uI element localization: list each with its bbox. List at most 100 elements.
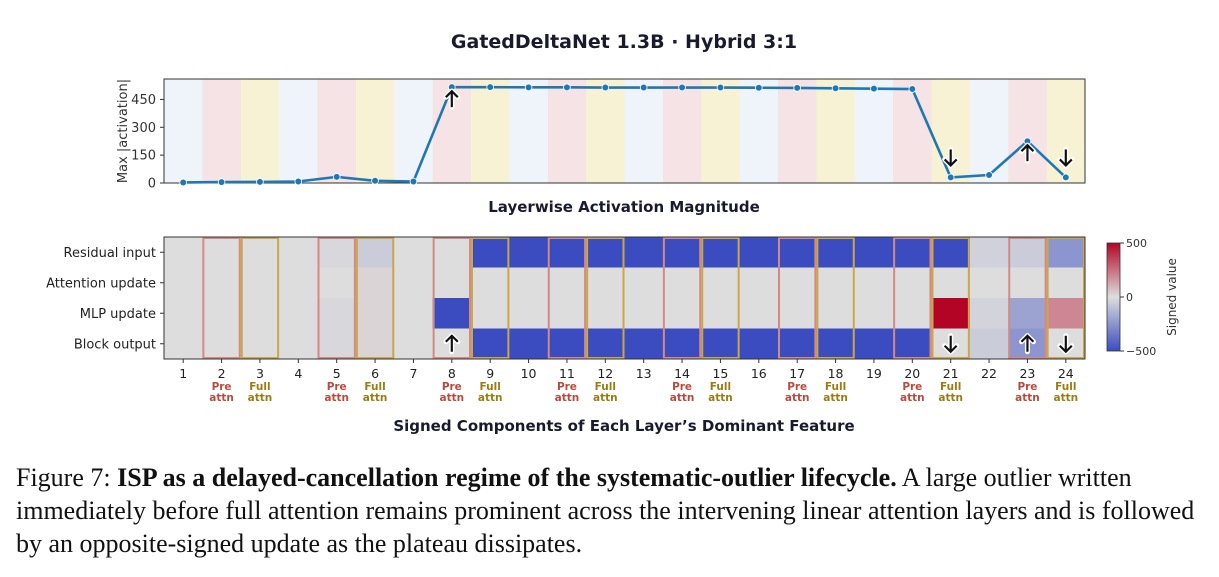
layer-type-label-11-line1: Pre xyxy=(557,381,577,393)
column-border-layer-18 xyxy=(816,237,855,359)
layer-type-label-8-line2: attn xyxy=(440,392,465,404)
column-border-layer-3 xyxy=(240,237,280,359)
column-label-7: 7 xyxy=(409,366,417,381)
layer-band-17 xyxy=(778,79,817,183)
heatmap-cell-r4-layer-16 xyxy=(739,328,779,360)
data-point-layer-24 xyxy=(1062,173,1070,182)
colorbar-tick-label--500: −500 xyxy=(1126,345,1156,358)
column-border-layer-5 xyxy=(317,237,356,359)
heatmap-cell-r2-layer-19 xyxy=(854,267,894,299)
layer-type-label-11-line2: attn xyxy=(555,392,580,404)
heatmap-cell-r1-layer-5 xyxy=(317,237,357,268)
layer-type-label-24-line2: attn xyxy=(1054,392,1079,404)
heatmap-cell-r2-layer-7 xyxy=(394,267,434,299)
heatmap-cell-r1-layer-21 xyxy=(931,237,971,268)
down-arrow-heatmap-layer-21-head xyxy=(943,344,958,354)
heatmap-cell-r3-layer-11 xyxy=(547,298,587,329)
heatmap-cell-r1-layer-8 xyxy=(432,237,472,268)
heatmap-cell-r2-layer-18 xyxy=(816,267,856,299)
heatmap-cell-r1-layer-9 xyxy=(471,237,510,268)
layer-band-15 xyxy=(701,79,741,183)
y-tick-label-0: 0 xyxy=(148,177,156,192)
layer-type-label-18-line2: attn xyxy=(823,392,848,404)
column-label-20: 20 xyxy=(904,366,920,381)
heatmap-cell-r4-layer-1 xyxy=(164,328,203,360)
heatmap-cell-r3-layer-18 xyxy=(816,298,856,329)
data-point-layer-22 xyxy=(985,171,993,179)
heatmap-cell-r4-layer-10 xyxy=(509,328,549,360)
layer-band-18 xyxy=(816,79,856,183)
data-point-layer-21 xyxy=(946,173,955,182)
series-markers xyxy=(179,83,1070,187)
up-arrow-line-layer-23-head xyxy=(1020,143,1035,152)
figure-caption: Figure 7: ISP as a delayed-cancellation … xyxy=(16,461,1208,560)
layer-band-12 xyxy=(586,79,625,183)
up-arrow-line-layer-23 xyxy=(1018,142,1036,164)
data-point-layer-18 xyxy=(831,84,840,93)
heatmap-cell-r3-layer-13 xyxy=(624,298,664,329)
heatmap-cell-r3-layer-6 xyxy=(355,298,395,329)
heatmap-cell-r2-layer-8 xyxy=(432,267,472,299)
layer-type-label-3-line2: attn xyxy=(248,392,273,404)
row-label-2: Attention update xyxy=(46,276,156,291)
column-label-2: 2 xyxy=(218,366,226,381)
layer-type-label-20-line2: attn xyxy=(900,392,925,404)
column-border-layer-23 xyxy=(1008,237,1047,359)
heatmap-cell-r1-layer-16 xyxy=(739,237,779,268)
heatmap-cell-r2-layer-11 xyxy=(547,267,587,299)
data-point-layer-19 xyxy=(870,84,878,93)
heatmap-cell-r1-layer-6 xyxy=(355,237,395,268)
line-chart-subtitle: Layerwise Activation Magnitude xyxy=(488,198,760,216)
heatmap-cell-r2-layer-20 xyxy=(893,267,932,299)
column-border-layer-6 xyxy=(355,237,395,359)
up-arrow-heatmap-layer-23 xyxy=(1018,333,1036,355)
heatmap-cell-r3-layer-7 xyxy=(394,298,434,329)
row-label-3: MLP update xyxy=(80,307,156,322)
heatmap-cell-r2-layer-12 xyxy=(586,267,625,299)
column-border-layer-14 xyxy=(662,237,702,359)
layer-band-9 xyxy=(471,79,510,183)
layer-band-11 xyxy=(547,79,587,183)
data-point-layer-14 xyxy=(678,83,686,92)
up-arrow-heatmap-layer-8-head xyxy=(445,334,459,343)
column-label-15: 15 xyxy=(712,366,728,381)
heatmap-cell-r2-layer-22 xyxy=(969,267,1009,299)
column-label-10: 10 xyxy=(521,366,537,381)
data-point-layer-10 xyxy=(524,83,533,92)
heatmap-cell-r3-layer-20 xyxy=(893,298,932,329)
layer-type-label-12-line2: attn xyxy=(593,392,618,404)
column-label-12: 12 xyxy=(597,366,613,381)
heatmap-cell-r2-layer-24 xyxy=(1046,267,1086,299)
down-arrow-heatmap-layer-24 xyxy=(1057,333,1075,355)
up-arrow-line-layer-8 xyxy=(443,88,461,110)
heatmap-cell-r1-layer-15 xyxy=(701,237,741,268)
heatmap-cell-r4-layer-13 xyxy=(624,328,664,360)
column-label-21: 21 xyxy=(943,366,959,381)
heatmap-cell-r3-layer-5 xyxy=(317,298,357,329)
heatmap-cell-r1-layer-4 xyxy=(279,237,318,268)
heatmap-cell-r3-layer-9 xyxy=(471,298,510,329)
column-border-layer-2 xyxy=(202,237,241,359)
layer-type-label-6-line1: Full xyxy=(364,381,385,393)
column-label-14: 14 xyxy=(674,366,690,381)
heatmap-cell-r1-layer-10 xyxy=(509,237,549,268)
heatmap-cell-r1-layer-14 xyxy=(662,237,702,268)
colorbar-bar xyxy=(1106,242,1121,352)
layer-band-16 xyxy=(739,79,779,183)
layer-band-6 xyxy=(355,79,395,183)
data-point-layer-20 xyxy=(908,85,917,93)
column-label-22: 22 xyxy=(981,366,997,381)
layer-type-label-5-line2: attn xyxy=(324,392,349,404)
colorbar-tick-label-0: 0 xyxy=(1126,291,1133,304)
heatmap-cell-r4-layer-3 xyxy=(240,328,280,360)
layer-type-label-14-line1: Pre xyxy=(672,381,692,393)
heatmap-cell-r3-layer-4 xyxy=(279,298,318,329)
heatmap-cell-r3-layer-22 xyxy=(969,298,1009,329)
heatmap-cell-r4-layer-9 xyxy=(471,328,510,360)
caption-text: A large outlier written immediately befo… xyxy=(16,463,1195,558)
line-plot-frame xyxy=(163,78,1086,184)
heatmap-cell-r3-layer-12 xyxy=(586,298,625,329)
heatmap-cell-r2-layer-21 xyxy=(931,267,971,299)
